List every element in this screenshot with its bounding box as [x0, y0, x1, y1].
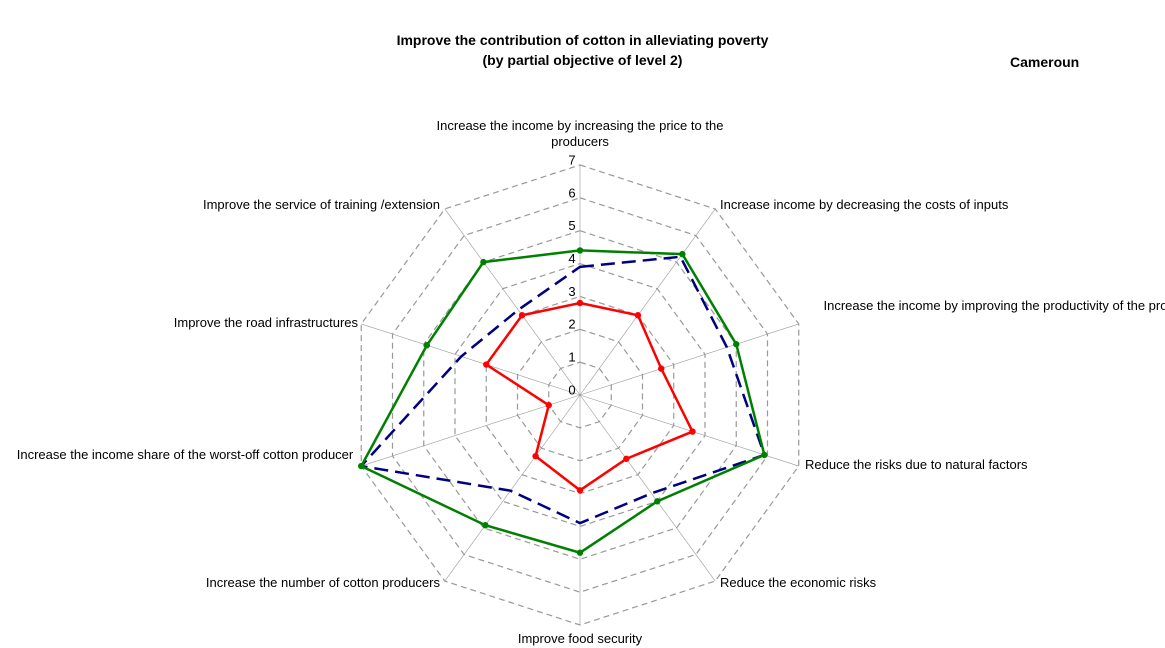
marker: [576, 247, 584, 254]
marker: [679, 250, 686, 258]
spoke: [444, 208, 581, 396]
marker: [761, 451, 768, 459]
r-tick-label: 2: [568, 317, 575, 332]
category-label: Increase the income share of the worst-o…: [16, 447, 354, 462]
spoke: [361, 394, 581, 467]
title-line: (by partial objective of level 2): [482, 52, 683, 68]
r-tick-label: 0: [568, 382, 575, 397]
grid-ring: [391, 197, 769, 593]
spoke: [444, 394, 581, 582]
marker: [358, 462, 365, 470]
chart-title: Improve the contribution of cotton in al…: [0, 30, 1165, 70]
r-tick-label: 3: [568, 284, 575, 299]
title-line: Improve the contribution of cotton in al…: [396, 32, 769, 48]
series-line: [358, 255, 766, 525]
grid-ring: [454, 262, 706, 528]
spoke: [579, 208, 716, 396]
marker: [689, 428, 696, 435]
marker: [532, 452, 539, 460]
grid-ring: [360, 164, 800, 626]
marker: [733, 341, 740, 348]
marker: [576, 487, 584, 494]
marker: [482, 522, 489, 529]
r-tick-label: 7: [568, 152, 575, 167]
category-label: Increase the income by increasing the pr…: [436, 118, 724, 149]
spoke: [579, 323, 799, 396]
category-label: Improve food security: [517, 631, 643, 646]
marker: [423, 342, 431, 349]
spoke: [579, 394, 716, 582]
category-label: Improve the service of training /extensi…: [202, 197, 440, 212]
r-tick-label: 4: [568, 251, 575, 266]
category-label: Improve the road infrastructures: [173, 315, 358, 330]
marker: [518, 312, 526, 319]
marker: [480, 258, 487, 266]
marker: [483, 361, 490, 368]
category-label: Reduce the economic risks: [720, 575, 877, 590]
marker: [658, 365, 665, 372]
category-label: Increase the income by improving the pro…: [823, 298, 1165, 313]
category-label: Increase income by decreasing the costs …: [720, 197, 1009, 212]
marker: [654, 498, 661, 505]
chart-subtitle: Cameroun: [1010, 54, 1080, 70]
grid-ring: [516, 328, 644, 462]
r-tick-label: 1: [568, 350, 575, 365]
grid-ring: [548, 361, 612, 429]
marker: [623, 455, 630, 462]
marker: [545, 401, 552, 409]
spoke: [361, 323, 581, 396]
category-label: Increase the number of cotton producers: [205, 575, 440, 590]
r-tick-label: 6: [568, 185, 575, 200]
r-tick-label: 5: [568, 218, 575, 233]
marker: [576, 549, 584, 556]
marker: [634, 312, 642, 319]
category-label: Reduce the risks due to natural factors: [805, 457, 1028, 472]
marker: [576, 299, 584, 307]
grid-ring: [485, 295, 675, 495]
